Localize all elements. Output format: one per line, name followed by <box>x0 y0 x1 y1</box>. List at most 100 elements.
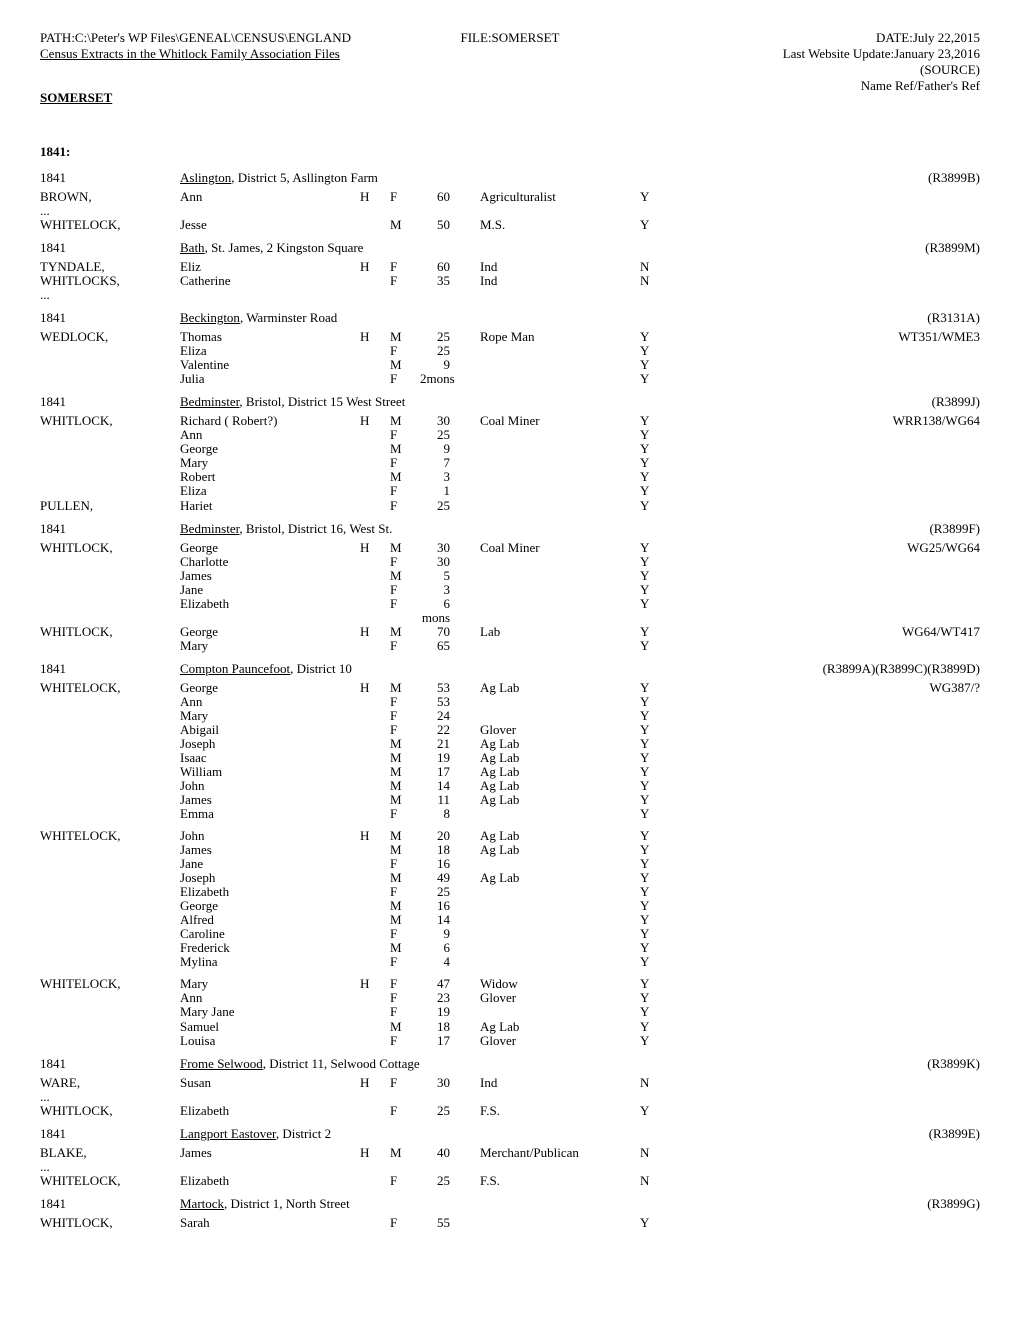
born-cell: Y <box>640 1216 680 1230</box>
given-name-cell: Elizabeth <box>180 1104 360 1118</box>
occupation-cell: Ag Lab <box>480 871 640 885</box>
surname-cell <box>40 779 180 793</box>
given-name-cell: Eliza <box>180 484 360 498</box>
sex-cell: F <box>390 1104 420 1118</box>
head-marker-cell <box>360 470 390 484</box>
person-row: WHITELOCK,ElizabethF25F.S.N <box>40 1174 980 1188</box>
born-cell: Y <box>640 1104 680 1118</box>
source-ref: (R3131A) <box>740 310 980 326</box>
sex-cell: M <box>390 941 420 955</box>
ref-cell <box>680 1216 980 1230</box>
source-ref: (R3899K) <box>740 1056 980 1072</box>
born-cell: Y <box>640 765 680 779</box>
year-cell: 1841 <box>40 1056 180 1072</box>
occupation-cell <box>480 927 640 941</box>
header-row-3: (SOURCE) <box>40 62 980 78</box>
given-name-cell: Mary <box>180 709 360 723</box>
head-marker-cell <box>360 793 390 807</box>
born-cell: Y <box>640 190 680 204</box>
surname-cell: WHITELOCK, <box>40 829 180 843</box>
ref-cell <box>680 484 980 498</box>
born-cell: Y <box>640 484 680 498</box>
age-cell: 55 <box>420 1216 480 1230</box>
head-marker-cell: H <box>360 1076 390 1090</box>
age-cell: 16 <box>420 899 480 913</box>
head-marker-cell: H <box>360 829 390 843</box>
ref-cell <box>680 344 980 358</box>
occupation-cell <box>480 695 640 709</box>
ellipsis-row: ... <box>40 288 980 302</box>
head-marker-cell: H <box>360 977 390 991</box>
given-name-cell: Emma <box>180 807 360 821</box>
head-marker-cell <box>360 913 390 927</box>
head-marker-cell <box>360 695 390 709</box>
head-marker-cell: H <box>360 1146 390 1160</box>
ref-cell <box>680 274 980 288</box>
year-cell: 1841 <box>40 240 180 256</box>
location-text: Aslington, District 5, Asllington Farm <box>180 170 740 186</box>
given-name-cell: Joseph <box>180 737 360 751</box>
head-marker-cell <box>360 765 390 779</box>
surname-cell: WEDLOCK, <box>40 330 180 344</box>
surname-cell <box>40 695 180 709</box>
age-cell: 20 <box>420 829 480 843</box>
person-row: MylinaF4Y <box>40 955 980 969</box>
surname-cell <box>40 793 180 807</box>
ref-cell <box>680 927 980 941</box>
born-cell: N <box>640 1174 680 1188</box>
occupation-cell: Rope Man <box>480 330 640 344</box>
person-row: ElizabethF6 monsY <box>40 597 980 625</box>
sex-cell: F <box>390 260 420 274</box>
head-marker-cell <box>360 442 390 456</box>
person-row: CharlotteF30Y <box>40 555 980 569</box>
ref-cell <box>680 885 980 899</box>
person-row: SamuelM18Ag LabY <box>40 1020 980 1034</box>
sex-cell: F <box>390 555 420 569</box>
person-row: WHITLOCK,Richard ( Robert?)HM30Coal Mine… <box>40 414 980 428</box>
age-cell: 30 <box>420 555 480 569</box>
location-row: 1841Bedminster, Bristol, District 16, We… <box>40 521 980 537</box>
surname-cell: WHITLOCK, <box>40 1216 180 1230</box>
subtitle-text: Census Extracts in the Whitlock Family A… <box>40 46 510 62</box>
ref-cell <box>680 695 980 709</box>
location-text: Bath, St. James, 2 Kingston Square <box>180 240 740 256</box>
sex-cell: M <box>390 681 420 695</box>
person-row: BROWN,AnnHF60AgriculturalistY <box>40 190 980 204</box>
ref-cell <box>680 793 980 807</box>
occupation-cell <box>480 470 640 484</box>
person-row: RobertM3Y <box>40 470 980 484</box>
head-marker-cell: H <box>360 260 390 274</box>
person-row: WHITELOCK,GeorgeHM53Ag LabYWG387/? <box>40 681 980 695</box>
location-text: Bedminster, Bristol, District 16, West S… <box>180 521 740 537</box>
occupation-cell: Ind <box>480 260 640 274</box>
occupation-cell: Ag Lab <box>480 843 640 857</box>
occupation-cell: Coal Miner <box>480 414 640 428</box>
ref-cell <box>680 913 980 927</box>
person-row: AlfredM14Y <box>40 913 980 927</box>
ref-cell <box>680 1034 980 1048</box>
person-row: GeorgeM16Y <box>40 899 980 913</box>
given-name-cell: George <box>180 442 360 456</box>
occupation-cell <box>480 597 640 625</box>
born-cell: Y <box>640 442 680 456</box>
born-cell: Y <box>640 583 680 597</box>
sex-cell: F <box>390 597 420 625</box>
occupation-cell <box>480 857 640 871</box>
head-marker-cell: H <box>360 541 390 555</box>
surname-cell <box>40 913 180 927</box>
location-row: 1841Beckington, Warminster Road(R3131A) <box>40 310 980 326</box>
born-cell: Y <box>640 555 680 569</box>
person-row: JaneF3Y <box>40 583 980 597</box>
head-marker-cell: H <box>360 681 390 695</box>
sex-cell: M <box>390 1020 420 1034</box>
age-cell: 14 <box>420 779 480 793</box>
ref-cell <box>680 583 980 597</box>
surname-cell <box>40 583 180 597</box>
head-marker-cell <box>360 751 390 765</box>
head-marker-cell <box>360 807 390 821</box>
occupation-cell: Ag Lab <box>480 737 640 751</box>
head-marker-cell: H <box>360 414 390 428</box>
age-cell: 9 <box>420 358 480 372</box>
born-cell: N <box>640 274 680 288</box>
surname-cell: WHITLOCK, <box>40 1104 180 1118</box>
